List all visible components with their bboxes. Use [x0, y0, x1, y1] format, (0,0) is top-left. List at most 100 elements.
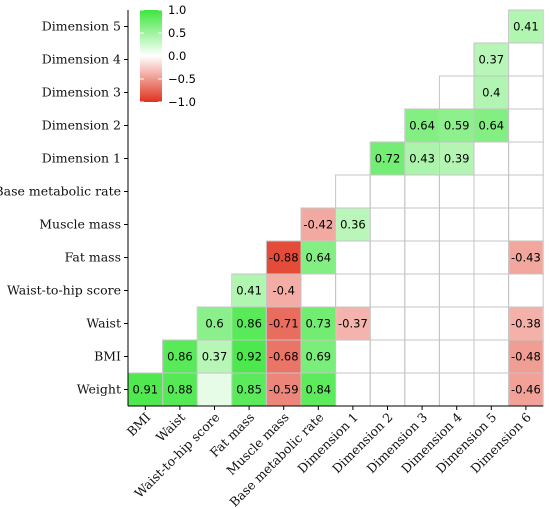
grid-cell — [369, 207, 406, 242]
cell-value-label: -0.46 — [511, 383, 541, 397]
grid-cell — [473, 306, 510, 341]
y-tick-label-waist: Waist — [86, 316, 121, 331]
grid-cell — [508, 9, 544, 44]
heatmap-cell-waist-fat-mass — [232, 307, 266, 340]
heatmap-cell-waist-to-hip-score-muscle-mass — [266, 274, 301, 307]
heatmap-cell-waist-base-metabolic-rate — [301, 307, 336, 340]
heatmap-cell-weight-dimension-6 — [509, 373, 543, 406]
heatmap-cell-dimension-1-dimension-2 — [370, 142, 405, 175]
grid-cell — [404, 273, 440, 308]
grid-cell — [404, 240, 440, 275]
cell-value-label: -0.68 — [269, 350, 299, 364]
heatmap-cells — [128, 10, 543, 406]
grid-cell — [369, 174, 406, 209]
legend-tick-label: 1.0 — [168, 3, 186, 17]
x-tick-label-dimension-6: Dimension 6 — [467, 409, 534, 476]
heatmap-cell-waist-waist-to-hip-score — [197, 307, 232, 340]
cell-value-label: 0.73 — [305, 317, 331, 331]
heatmap-cell-bmi-base-metabolic-rate — [301, 340, 336, 373]
heatmap-cell-weight-waist — [163, 373, 197, 406]
cell-value-label: 0.41 — [236, 284, 262, 298]
legend-tick-label: 0.5 — [168, 26, 186, 40]
cell-value-label: -0.43 — [511, 251, 541, 265]
grid-cell — [508, 42, 544, 77]
y-tick-label-weight: Weight — [77, 382, 121, 397]
cell-value-label: 0.41 — [513, 20, 539, 34]
grid-cell — [473, 240, 510, 275]
cell-value-label: 0.72 — [375, 152, 401, 166]
heatmap-cell-bmi-fat-mass — [232, 340, 266, 373]
heatmap-cell-dimension-1-dimension-4 — [439, 142, 474, 175]
cell-value-label: 0.64 — [409, 119, 435, 133]
y-tick-label-dimension-5: Dimension 5 — [42, 19, 121, 34]
grid-cell — [369, 273, 406, 308]
heatmap-cell-bmi-waist — [163, 340, 197, 373]
cell-value-label: 0.59 — [444, 119, 470, 133]
legend-tick-label: −0.5 — [168, 72, 196, 86]
grid-cell — [438, 207, 475, 242]
heatmap-cell-fat-mass-base-metabolic-rate — [301, 241, 336, 274]
heatmap-cell-waist-muscle-mass — [266, 307, 301, 340]
heatmap-cell-waist-to-hip-score-fat-mass — [232, 274, 266, 307]
grid-cell — [438, 273, 475, 308]
grid-cell — [335, 240, 371, 275]
heatmap-cell-dimension-2-dimension-5 — [474, 109, 509, 142]
cell-value-label: 0.84 — [305, 383, 331, 397]
y-tick-label-dimension-3: Dimension 3 — [42, 85, 121, 100]
grid-cell — [473, 273, 510, 308]
grid-cell — [508, 174, 544, 209]
cell-value-label: 0.39 — [444, 152, 470, 166]
legend-tick-label: 0.0 — [168, 49, 186, 63]
grid-cell — [404, 372, 440, 407]
y-tick-label-waist-to-hip-score: Waist-to-hip score — [7, 283, 121, 298]
grid-cell — [438, 75, 475, 110]
y-tick-label-bmi: BMI — [94, 349, 121, 364]
y-tick-label-dimension-1: Dimension 1 — [42, 151, 121, 166]
grid-cell — [369, 306, 406, 341]
heatmap-cell-dimension-5-dimension-6 — [509, 10, 543, 43]
heatmap-cell-bmi-muscle-mass — [266, 340, 301, 373]
heatmap-cell-bmi-waist-to-hip-score — [197, 340, 232, 373]
heatmap-cell-dimension-2-dimension-3 — [405, 109, 439, 142]
cell-value-label: 0.43 — [409, 152, 435, 166]
grid-cell — [508, 75, 544, 110]
cell-value-label: 0.37 — [202, 350, 228, 364]
grid-cell — [473, 339, 510, 374]
heatmap-cell-muscle-mass-dimension-1 — [336, 208, 370, 241]
cell-value-label: -0.59 — [269, 383, 299, 397]
cell-value-label: 0.92 — [236, 350, 262, 364]
heatmap-cell-dimension-3-dimension-5 — [474, 76, 509, 109]
cell-value-label: 0.85 — [236, 383, 262, 397]
cell-value-label: 0.91 — [132, 383, 158, 397]
cell-value-label: -0.38 — [511, 317, 541, 331]
x-tick-label-bmi: BMI — [124, 409, 154, 439]
grid-cell — [438, 306, 475, 341]
cell-value-label: 0.88 — [167, 383, 193, 397]
grid-cell — [473, 372, 510, 407]
cell-value-label: -0.48 — [511, 350, 541, 364]
grid-cell — [369, 372, 406, 407]
grid-cell — [335, 174, 371, 209]
grid-cell — [369, 339, 406, 374]
grid-cell — [404, 339, 440, 374]
grid-cell — [369, 240, 406, 275]
grid-cell — [438, 372, 475, 407]
y-tick-label-muscle-mass: Muscle mass — [39, 217, 121, 232]
legend-colorbar — [140, 10, 162, 102]
cell-value-labels: 0.91 0.88 0.85 -0.59 0.84 -0.46 0.86 0.37 0.92 -0… — [132, 20, 540, 397]
heatmap-cell-dimension-2-dimension-4 — [439, 109, 474, 142]
cell-value-label: 0.6 — [205, 317, 223, 331]
cell-value-label: 0.86 — [236, 317, 262, 331]
grid-cell — [508, 141, 544, 176]
y-tick-label-base-metabolic-rate: Base metabolic rate — [0, 184, 121, 199]
grid-cell — [335, 339, 371, 374]
cell-value-label: 0.69 — [305, 350, 331, 364]
y-tick-label-fat-mass: Fat mass — [65, 250, 121, 265]
heatmap-cell-fat-mass-muscle-mass — [266, 241, 301, 274]
heatmap-cell-dimension-4-dimension-5 — [474, 43, 509, 76]
heatmap-cell-bmi-dimension-6 — [509, 340, 543, 373]
grid-cell — [300, 273, 337, 308]
cell-value-label: 0.64 — [305, 251, 331, 265]
